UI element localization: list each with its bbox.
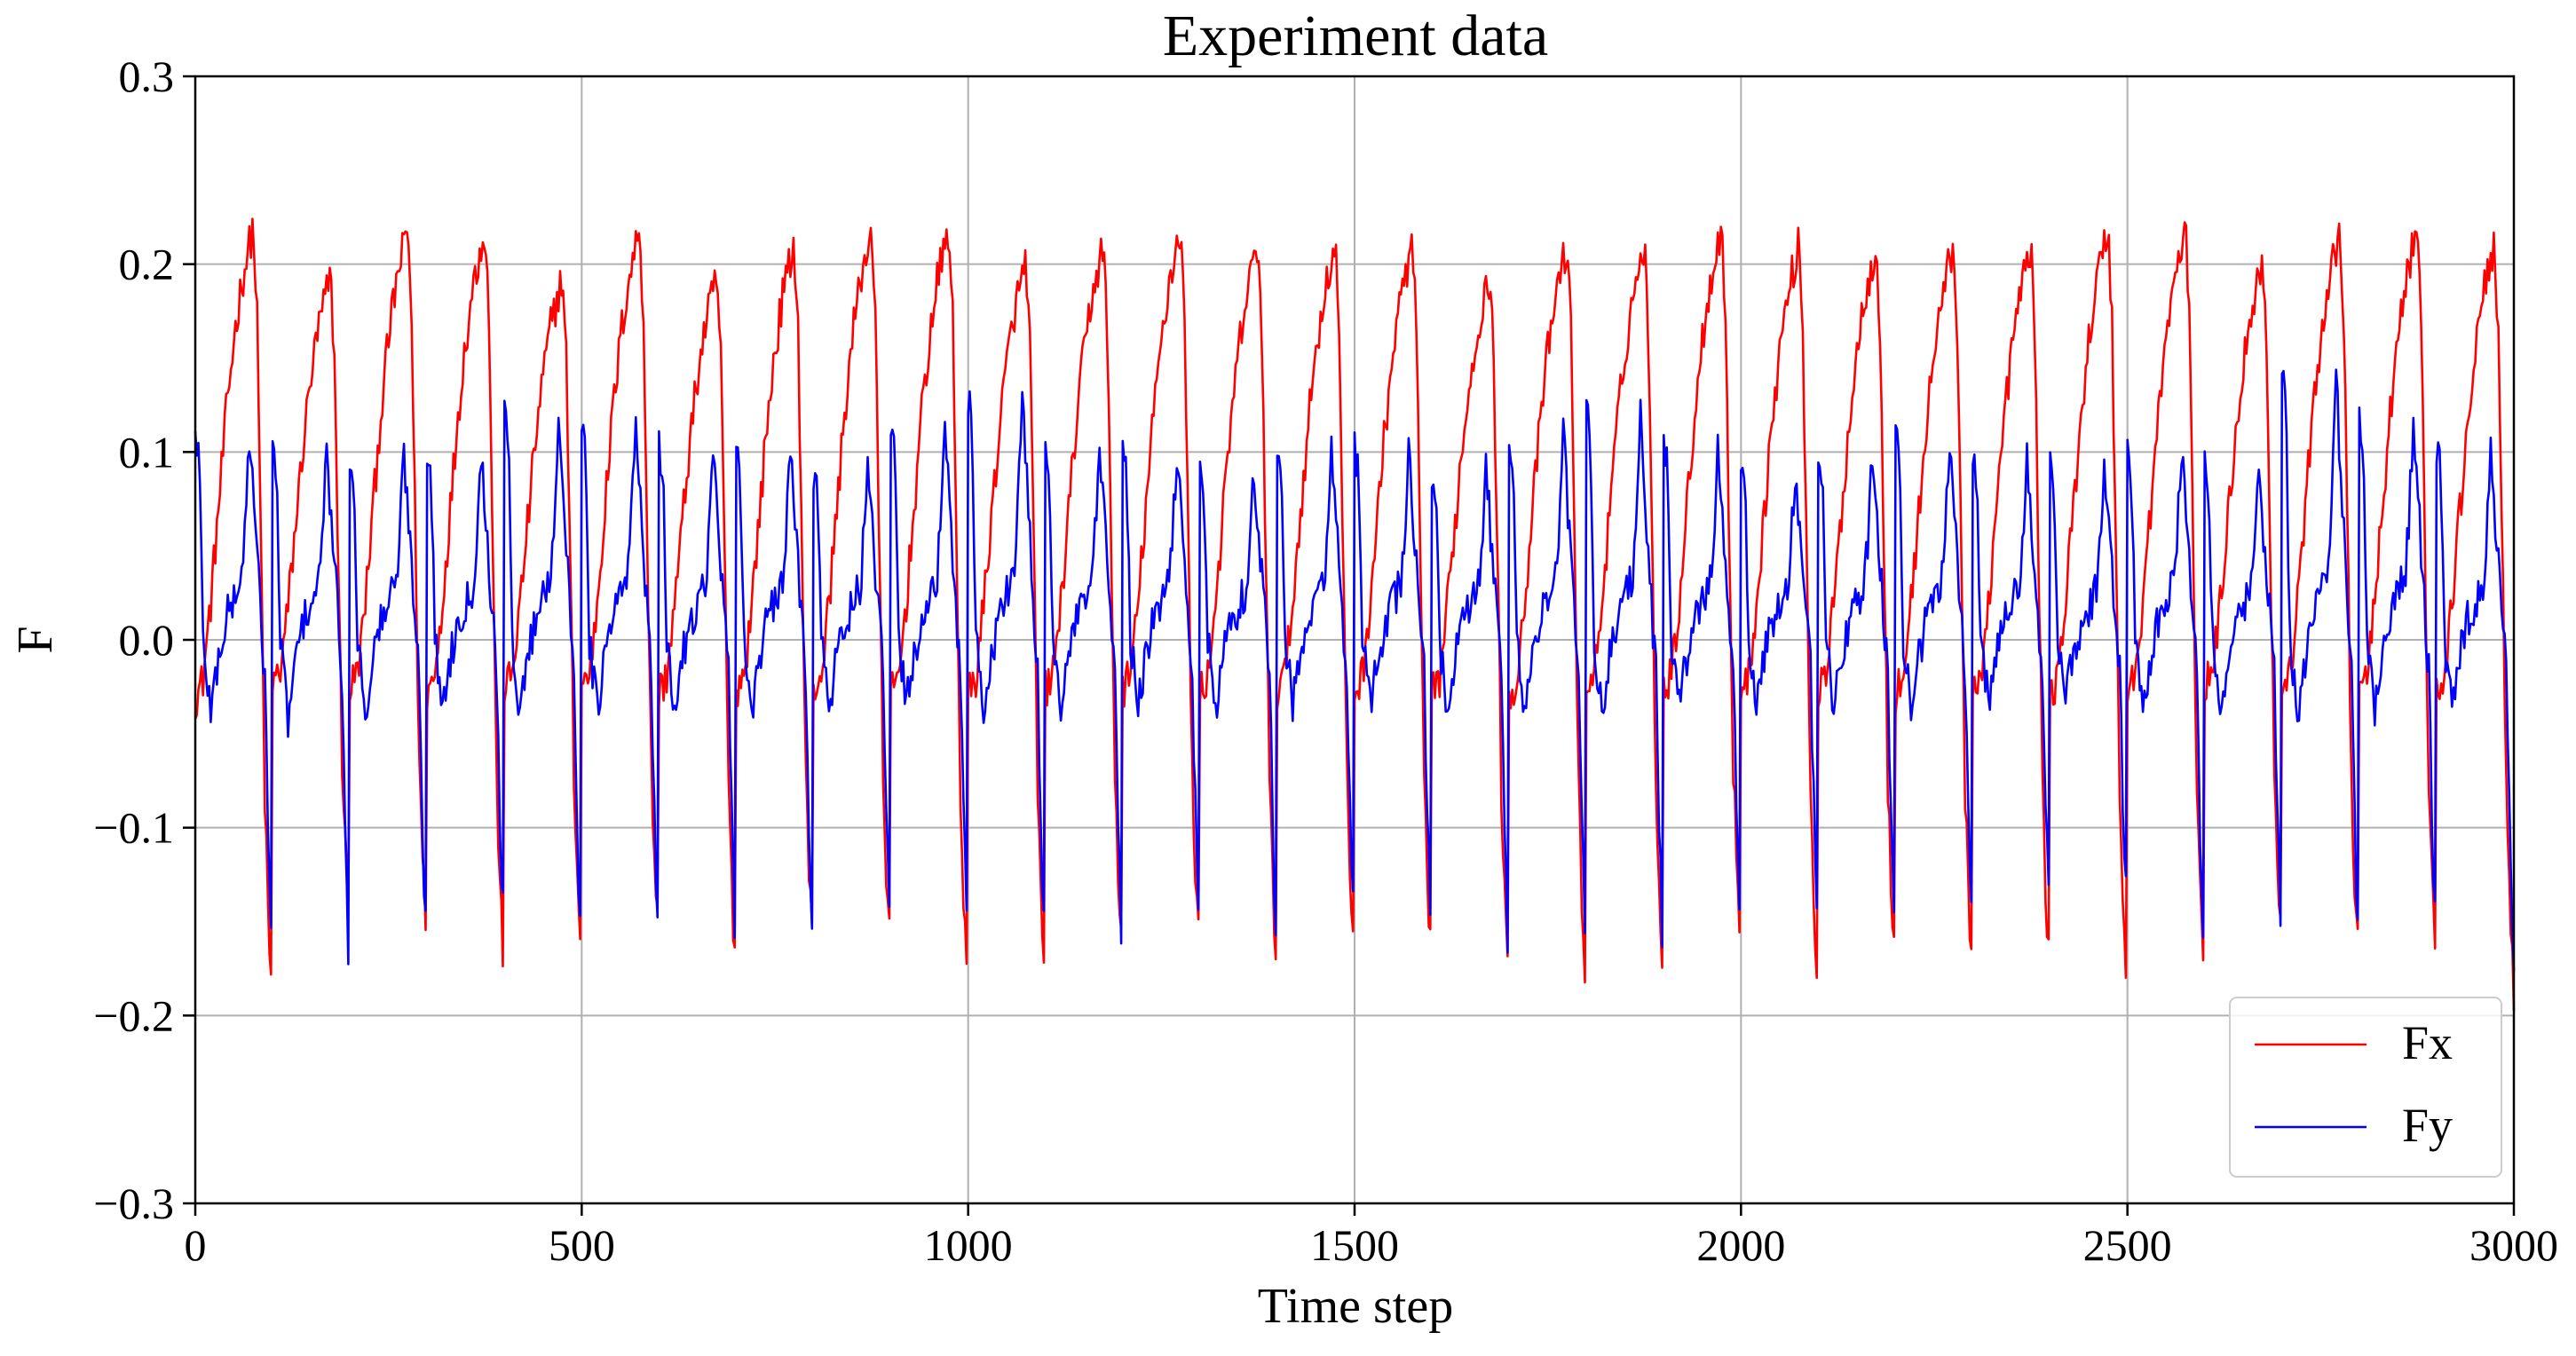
x-tick-label: 500 xyxy=(549,1220,615,1270)
y-tick-label: −0.2 xyxy=(93,990,174,1040)
x-tick-label: 1000 xyxy=(924,1220,1013,1270)
y-axis-label: F xyxy=(8,626,63,653)
x-tick-label: 2500 xyxy=(2083,1220,2172,1270)
legend: Fx Fy xyxy=(2229,997,2502,1178)
y-tick-label: −0.1 xyxy=(93,803,174,853)
y-tick-label: 0.0 xyxy=(119,615,175,665)
x-axis: 0 500 1000 1500 2000 2500 3000 xyxy=(185,1203,2558,1270)
chart-title: Experiment data xyxy=(1163,4,1548,68)
y-tick-label: 0.1 xyxy=(119,427,175,477)
legend-label-fy: Fy xyxy=(2402,1099,2453,1152)
x-tick-label: 3000 xyxy=(2469,1220,2558,1270)
legend-label-fx: Fx xyxy=(2402,1016,2453,1069)
x-tick-label: 2000 xyxy=(1696,1220,1785,1270)
y-tick-label: −0.3 xyxy=(93,1179,174,1228)
x-axis-label: Time step xyxy=(1258,1279,1453,1334)
y-tick-label: 0.3 xyxy=(119,51,175,101)
legend-box xyxy=(2229,997,2502,1178)
y-axis: −0.3 −0.2 −0.1 0.0 0.1 0.2 0.3 xyxy=(93,51,195,1228)
x-tick-label: 0 xyxy=(185,1220,207,1270)
y-tick-label: 0.2 xyxy=(119,240,175,289)
series-line-fy xyxy=(194,368,2516,972)
series-layer xyxy=(194,217,2516,1011)
x-tick-label: 1500 xyxy=(1310,1220,1399,1270)
